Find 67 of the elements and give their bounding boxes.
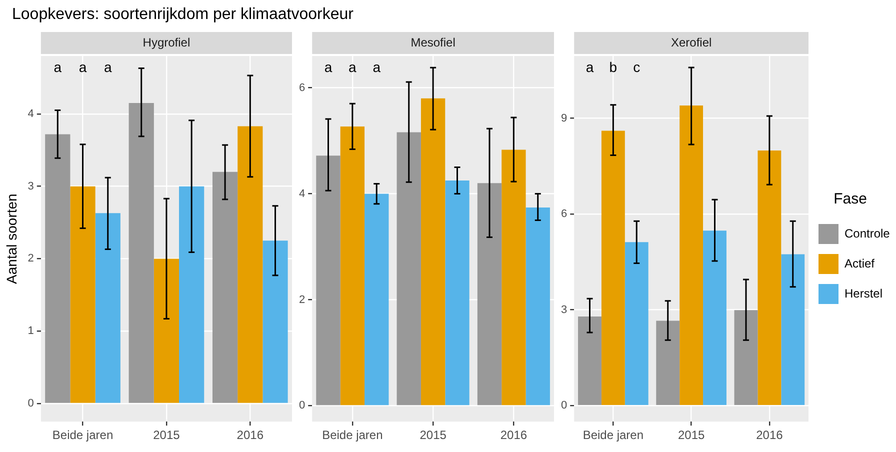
y-tick-label: 0 (560, 400, 568, 412)
chart-subtitle: Xerofiel (670, 35, 712, 50)
legend-label: Herstel (844, 286, 883, 300)
x-tick-label: 2015 (153, 428, 180, 442)
bar (70, 186, 96, 403)
y-tick-label: 9 (560, 112, 568, 124)
bar (45, 134, 70, 403)
y-axis-title: Aantal soorten (3, 194, 20, 284)
y-tick-label: 0 (298, 400, 306, 412)
bar (128, 103, 154, 403)
y-tick-label: 6 (298, 82, 306, 94)
bar (680, 105, 704, 406)
bar (95, 213, 120, 403)
legend-label: Controle (844, 226, 890, 240)
annotation: a (372, 58, 381, 75)
x-tick-label: Beide jaren (322, 428, 383, 442)
bar (154, 258, 180, 403)
bar (420, 98, 446, 406)
annotation: c (633, 58, 640, 75)
x-tick-label: 2015 (678, 428, 705, 442)
bar (502, 150, 526, 406)
legend-label: Actief (844, 256, 876, 270)
bar (262, 240, 288, 403)
y-tick-label: 4 (28, 108, 34, 120)
bar (179, 186, 204, 403)
bar (624, 242, 648, 406)
x-tick-label: 2016 (236, 428, 264, 442)
chart-title: Loopkevers: soortenrijkdom per klimaatvoorkeur (12, 6, 354, 24)
y-tick-label: 3 (28, 180, 34, 192)
bar (396, 132, 421, 406)
x-tick-label: Beide jaren (52, 428, 114, 442)
bar (734, 310, 758, 406)
bar (445, 180, 470, 406)
annotation: b (609, 58, 618, 75)
y-tick-label: 1 (28, 325, 34, 338)
y-tick-label: 2 (28, 252, 34, 265)
bar (340, 126, 365, 406)
annotation: a (586, 58, 594, 75)
bar (526, 208, 550, 406)
annotation: a (324, 58, 332, 75)
x-tick-label: Beide jaren (582, 428, 644, 442)
chart-subtitle: Hygrofiel (142, 35, 190, 50)
bar (758, 150, 782, 406)
y-tick-label: 2 (298, 294, 306, 306)
bar (781, 254, 805, 406)
y-tick-label: 3 (560, 304, 568, 316)
x-tick-label: 2015 (420, 428, 447, 442)
bar (601, 130, 625, 406)
x-tick-label: 2016 (756, 428, 784, 442)
annotation: a (54, 58, 62, 75)
x-tick-label: 2016 (500, 428, 528, 442)
chart-subtitle: Mesofiel (410, 35, 456, 50)
legend-title: Fase (834, 190, 867, 208)
bar (578, 316, 602, 406)
annotation: a (78, 58, 87, 75)
bar (364, 194, 389, 406)
annotation: a (104, 58, 112, 75)
bar (212, 172, 238, 403)
bar (656, 320, 680, 406)
bar (238, 126, 263, 403)
y-tick-label: 0 (28, 398, 34, 410)
y-tick-label: 6 (560, 208, 568, 220)
y-tick-label: 4 (298, 188, 306, 200)
bar (703, 230, 726, 406)
bar (477, 183, 502, 406)
annotation: a (348, 58, 357, 75)
bar (316, 156, 340, 406)
